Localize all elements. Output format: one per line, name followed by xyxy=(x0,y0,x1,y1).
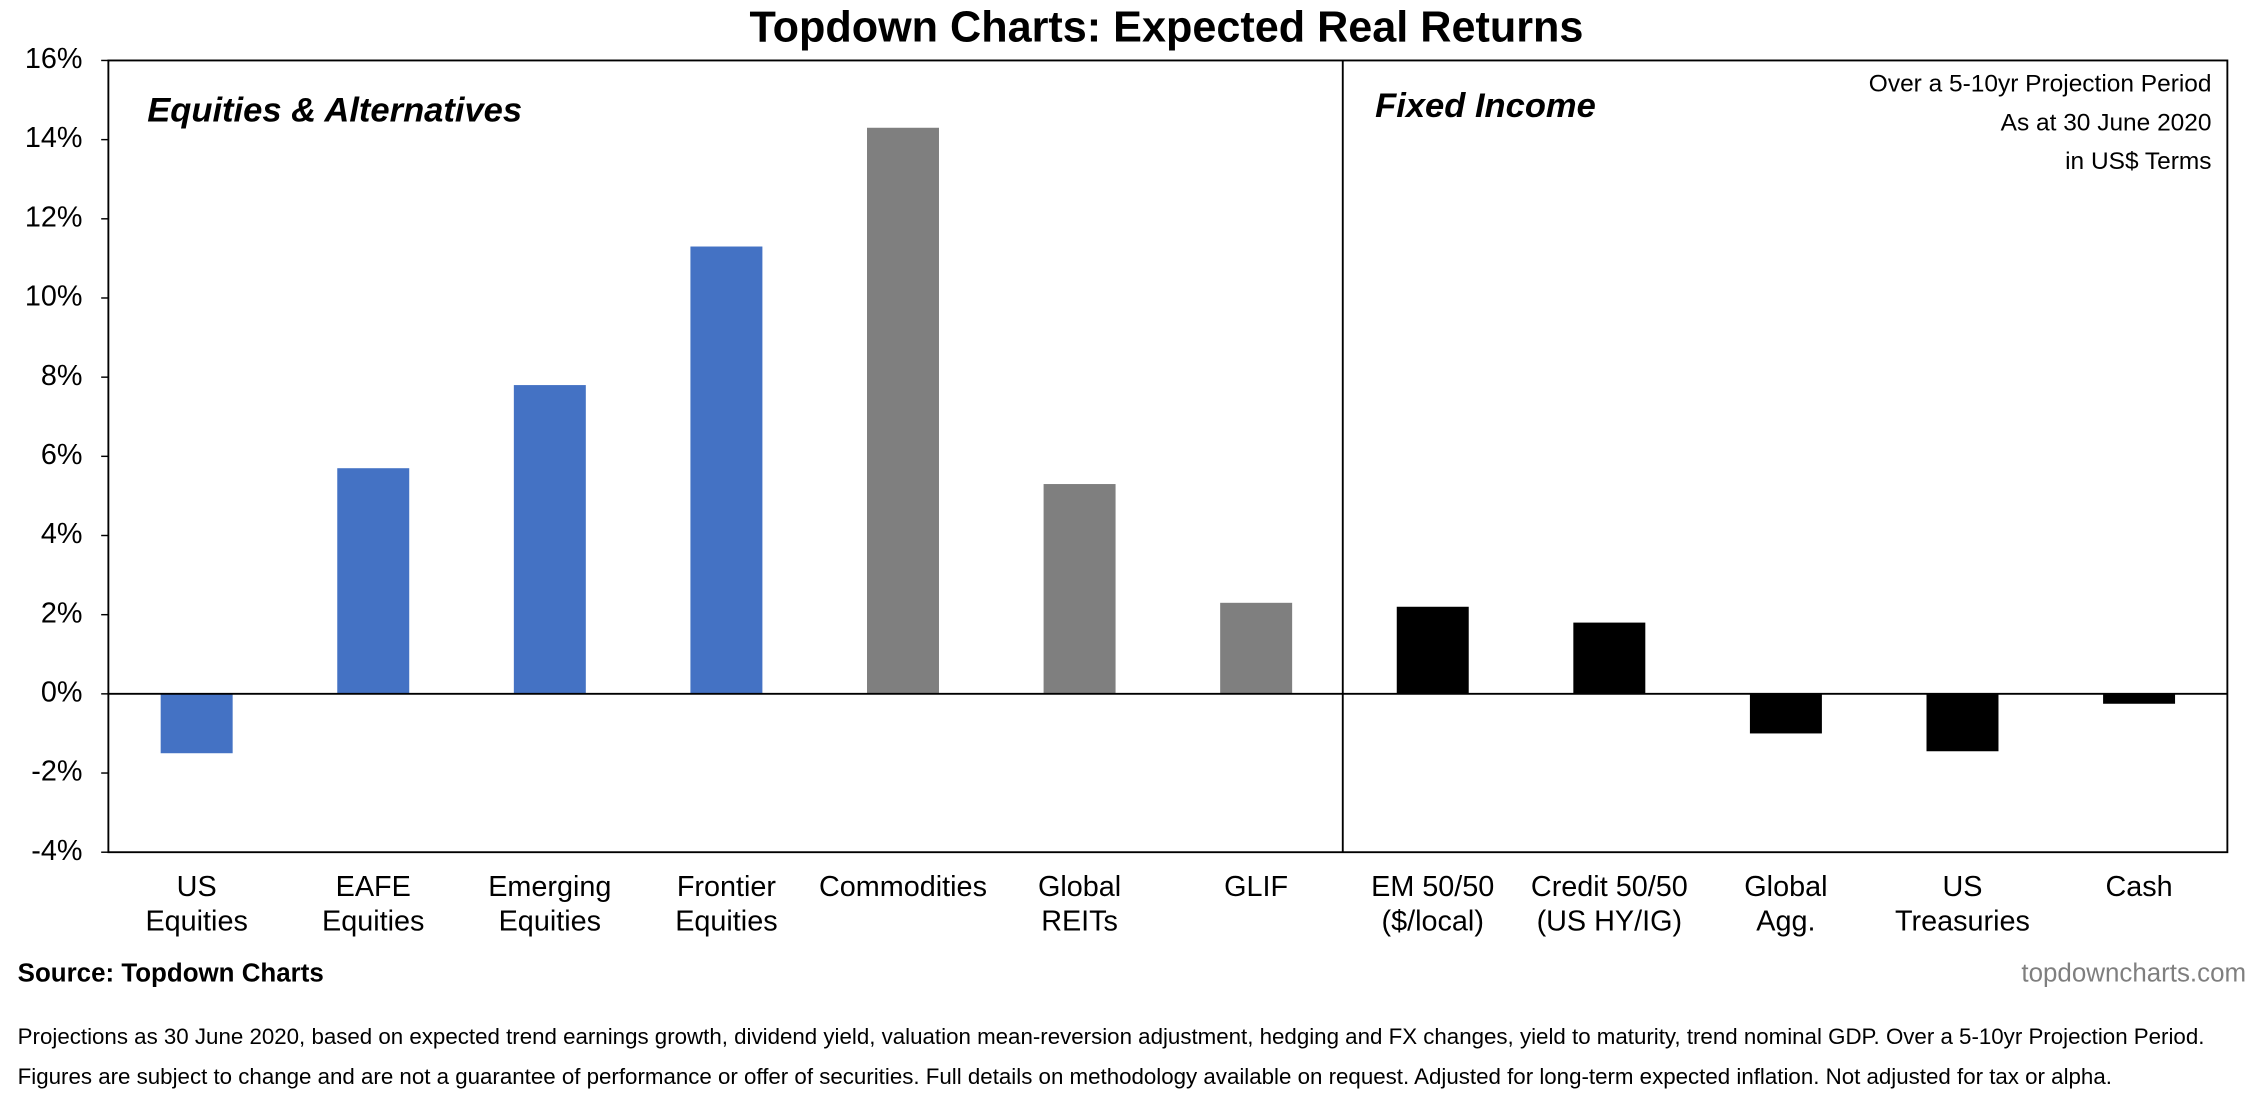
bar xyxy=(160,693,233,754)
note: in US$ Terms xyxy=(2065,148,2211,175)
y-tick-label: -2% xyxy=(31,756,82,788)
bar xyxy=(337,468,410,694)
y-tick-label: 4% xyxy=(41,518,83,550)
x-tick-label: Equities xyxy=(145,905,247,937)
y-tick-label: 0% xyxy=(41,676,83,708)
x-tick-label: Emerging xyxy=(488,871,611,903)
section-label: Equities & Alternatives xyxy=(147,91,522,129)
footnote: Figures are subject to change and are no… xyxy=(18,1064,2112,1089)
x-tick-label: Commodities xyxy=(819,871,987,903)
section-label: Fixed Income xyxy=(1375,87,1596,125)
note: Over a 5-10yr Projection Period xyxy=(1869,70,2212,97)
x-tick-label: Global xyxy=(1038,871,1121,903)
x-tick-label: Global xyxy=(1744,871,1827,903)
x-tick-label: Equities xyxy=(675,905,777,937)
x-tick-label: Frontier xyxy=(677,871,777,903)
x-tick-label: (US HY/IG) xyxy=(1537,905,1683,937)
x-tick-label: EAFE xyxy=(336,871,411,903)
x-tick-label: US xyxy=(1942,871,1982,903)
bar xyxy=(1043,484,1116,694)
y-tick-label: 14% xyxy=(25,122,83,154)
y-tick-label: 16% xyxy=(25,43,83,75)
bar xyxy=(1396,606,1469,694)
y-tick-label: 10% xyxy=(25,281,83,313)
bar xyxy=(1749,693,1822,734)
chart-title: Topdown Charts: Expected Real Returns xyxy=(749,4,1583,52)
bar xyxy=(1573,622,1646,694)
x-tick-label: Agg. xyxy=(1756,905,1815,937)
y-tick-label: 12% xyxy=(25,201,83,233)
x-tick-label: Equities xyxy=(322,905,424,937)
y-tick-label: 2% xyxy=(41,597,83,629)
bar xyxy=(1926,693,1999,752)
note: As at 30 June 2020 xyxy=(2001,109,2212,136)
bar xyxy=(690,246,763,694)
website: topdowncharts.com xyxy=(2021,959,2246,987)
bar xyxy=(867,127,939,694)
bar xyxy=(513,385,586,694)
x-tick-label: Cash xyxy=(2105,871,2172,903)
x-tick-label: ($/local) xyxy=(1382,905,1484,937)
footnote: Projections as 30 June 2020, based on ex… xyxy=(18,1024,2205,1049)
bar xyxy=(1220,602,1293,694)
x-tick-label: Treasuries xyxy=(1895,905,2030,937)
plot-frame xyxy=(107,59,2229,854)
y-tick-label: -4% xyxy=(31,835,82,867)
x-tick-label: US xyxy=(177,871,217,903)
x-tick-label: EM 50/50 xyxy=(1371,871,1494,903)
x-tick-label: Equities xyxy=(499,905,601,937)
y-tick-label: 6% xyxy=(41,439,83,471)
x-tick-label: REITs xyxy=(1041,905,1118,937)
x-tick-label: GLIF xyxy=(1224,871,1288,903)
y-tick-label: 8% xyxy=(41,360,83,392)
source: Source: Topdown Charts xyxy=(18,959,324,987)
x-tick-label: Credit 50/50 xyxy=(1531,871,1688,903)
bar xyxy=(2103,693,2176,704)
